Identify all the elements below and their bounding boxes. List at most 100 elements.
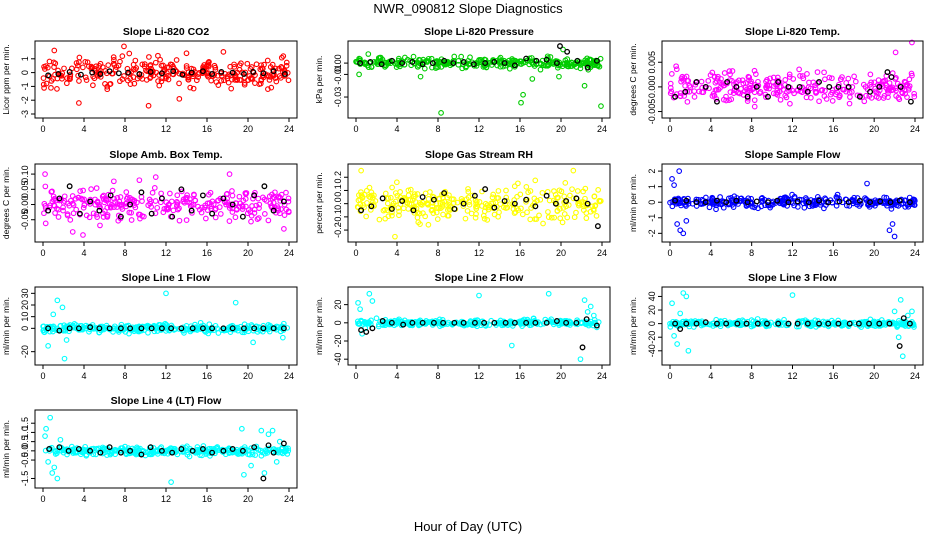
data-point bbox=[41, 210, 47, 217]
data-point bbox=[562, 180, 569, 186]
data-point bbox=[570, 195, 577, 202]
x-tick-label: 0 bbox=[353, 248, 358, 258]
hourly-mean-point bbox=[845, 83, 852, 90]
x-tick-label: 24 bbox=[910, 124, 920, 134]
data-point bbox=[267, 200, 274, 207]
data-point bbox=[268, 84, 275, 91]
data-point bbox=[185, 76, 192, 83]
data-point bbox=[571, 214, 578, 221]
data-point bbox=[224, 195, 231, 202]
hourly-mean-point bbox=[56, 327, 63, 334]
data-point bbox=[81, 202, 88, 208]
x-tick-label: 0 bbox=[667, 124, 672, 134]
hourly-mean-point bbox=[363, 328, 370, 335]
hourly-mean-point bbox=[835, 83, 842, 90]
data-point bbox=[573, 209, 579, 216]
x-tick-label: 16 bbox=[202, 248, 212, 258]
data-point bbox=[110, 329, 116, 335]
hourly-mean-point bbox=[511, 200, 518, 207]
data-point bbox=[62, 327, 69, 334]
x-tick-label: 0 bbox=[667, 248, 672, 258]
hourly-mean-point bbox=[856, 93, 863, 100]
x-tick-label: 16 bbox=[515, 248, 525, 258]
hourly-mean-point bbox=[470, 61, 477, 68]
data-point bbox=[718, 76, 724, 82]
hourly-mean-point bbox=[482, 186, 489, 193]
data-point bbox=[60, 204, 66, 211]
data-point bbox=[556, 187, 563, 194]
data-point bbox=[506, 65, 513, 72]
x-tick-label: 24 bbox=[910, 371, 920, 381]
hourly-mean-point bbox=[796, 83, 803, 90]
data-point bbox=[756, 90, 763, 96]
hourly-mean-point bbox=[127, 447, 134, 454]
data-point bbox=[119, 76, 126, 82]
hourly-mean-point bbox=[579, 344, 586, 351]
data-point bbox=[183, 63, 190, 69]
panel-title: Slope Gas Stream RH bbox=[425, 149, 533, 161]
data-point bbox=[254, 216, 261, 222]
x-tick-label: 20 bbox=[556, 248, 566, 258]
data-point bbox=[440, 211, 446, 218]
hourly-mean-point bbox=[106, 68, 113, 75]
outlier-point bbox=[899, 353, 906, 360]
data-point bbox=[70, 202, 77, 208]
data-point bbox=[763, 78, 769, 85]
data-point bbox=[356, 192, 362, 198]
data-point bbox=[129, 196, 136, 203]
data-point bbox=[283, 62, 290, 69]
data-point bbox=[739, 77, 746, 84]
x-tick-label: 8 bbox=[122, 371, 127, 381]
hourly-mean-point bbox=[794, 320, 801, 327]
data-point bbox=[402, 54, 408, 61]
data-point bbox=[278, 54, 285, 61]
outlier-point bbox=[671, 182, 677, 188]
data-point bbox=[895, 94, 902, 101]
data-point bbox=[111, 56, 117, 63]
y-tick-label: 0 bbox=[647, 200, 657, 205]
data-point bbox=[224, 73, 231, 79]
data-point bbox=[107, 201, 113, 207]
data-point bbox=[494, 320, 500, 327]
y-tick-label: -1.5 bbox=[20, 471, 30, 487]
hourly-mean-point bbox=[785, 199, 792, 206]
data-point bbox=[554, 208, 561, 214]
chart-panel-1: Slope Li-820 CO2 Licor ppm per min. 0 4 8 12 1… bbox=[1, 26, 298, 134]
data-point bbox=[114, 325, 120, 332]
hourly-mean-point bbox=[543, 56, 550, 63]
hourly-mean-point bbox=[265, 442, 272, 449]
outlier-point bbox=[891, 233, 898, 240]
hourly-mean-point bbox=[826, 83, 833, 90]
data-point bbox=[537, 196, 544, 203]
hourly-mean-point bbox=[553, 60, 560, 67]
hourly-mean-point bbox=[400, 321, 407, 328]
data-point bbox=[705, 77, 712, 84]
data-point bbox=[61, 65, 67, 72]
data-point bbox=[83, 77, 90, 83]
hourly-mean-point bbox=[723, 199, 730, 206]
hourly-mean-point bbox=[357, 60, 364, 67]
data-point bbox=[55, 67, 61, 74]
data-point bbox=[174, 200, 181, 206]
chart-panel-5: Slope Gas Stream RH percent per min. 0 4 8 12… bbox=[314, 149, 611, 258]
data-point bbox=[278, 449, 285, 455]
data-point bbox=[683, 203, 689, 209]
hourly-mean-point bbox=[56, 444, 63, 451]
y-tick-label: -1 bbox=[647, 214, 657, 222]
data-point bbox=[73, 66, 80, 73]
outlier-point bbox=[544, 53, 551, 60]
y-tick-label: 0.00 bbox=[20, 196, 30, 214]
data-point bbox=[506, 57, 512, 64]
outlier-point bbox=[556, 73, 562, 80]
y-axis-label: ml/min per min. bbox=[628, 174, 638, 232]
x-tick-label: 24 bbox=[597, 124, 607, 134]
hourly-mean-point bbox=[378, 61, 385, 68]
data-point bbox=[725, 195, 732, 202]
hourly-mean-point bbox=[593, 57, 600, 64]
data-point bbox=[376, 216, 383, 223]
data-point bbox=[225, 79, 232, 86]
data-point bbox=[90, 451, 97, 458]
hourly-mean-point bbox=[502, 319, 509, 326]
outlier-point bbox=[545, 290, 552, 297]
data-point bbox=[881, 93, 888, 99]
